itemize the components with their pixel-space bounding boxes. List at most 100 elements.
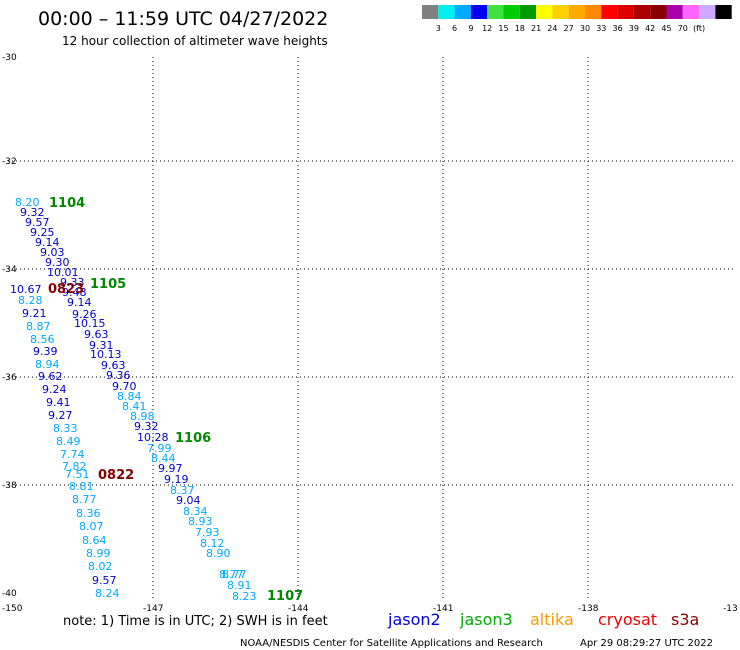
wave-height-value: 8.12	[200, 537, 225, 550]
wave-height-value: 7.93	[195, 526, 220, 539]
wave-height-labels: 8.209.329.579.259.149.039.3010.019.3310.…	[10, 196, 257, 603]
wave-height-value: 8.34	[183, 505, 208, 518]
wave-height-value: 9.48	[62, 286, 87, 299]
wave-height-value: 8.91	[227, 579, 252, 592]
lon-tick: -147	[143, 604, 163, 614]
legend-swatch	[470, 5, 488, 19]
wave-height-value: 8.94	[35, 358, 60, 371]
wave-height-value: 9.57	[25, 216, 50, 229]
wave-height-value: 9.04	[176, 494, 201, 507]
wave-height-value: 7.74	[60, 448, 85, 461]
lon-tick: -141	[433, 604, 453, 614]
lon-tick: -138	[578, 604, 599, 614]
latitude-tick-labels: -30 -32 -34 -36 -38 -40	[2, 53, 17, 599]
legend-label: 18	[515, 24, 525, 33]
wave-height-value: 8.49	[56, 435, 81, 448]
legend-swatch	[503, 5, 520, 19]
legend-label: (ft)	[693, 24, 705, 33]
lon-tick: -13	[723, 604, 738, 614]
legend-label: 45	[661, 24, 671, 33]
footer-timestamp: Apr 29 08:29:27 UTC 2022	[580, 638, 713, 649]
legend-label: 15	[498, 24, 508, 33]
wave-height-value: 8.02	[88, 560, 113, 573]
lon-tick: -150	[2, 604, 23, 614]
wave-height-value: 8.28	[18, 294, 43, 307]
wave-height-value: 9.57	[92, 574, 117, 587]
lat-tick: -30	[2, 53, 17, 63]
wave-height-value: 9.97	[158, 462, 183, 475]
pass-time-label: 1105	[90, 277, 126, 292]
legend-swatch	[454, 5, 471, 19]
wave-height-value: 8.98	[130, 410, 155, 423]
lat-tick: -40	[2, 589, 17, 599]
wave-height-value: 8.36	[76, 507, 101, 520]
wave-height-value: 9.21	[22, 307, 47, 320]
legend-swatch	[568, 5, 585, 19]
satellite-name: s3a	[671, 610, 699, 629]
wave-height-value: 10.15	[74, 317, 106, 330]
wave-height-value: 7.82	[62, 460, 87, 473]
legend-label: 33	[596, 24, 606, 33]
wave-height-value: 8.33	[53, 422, 78, 435]
legend-label: 3	[436, 24, 441, 33]
grid-lines	[8, 57, 733, 598]
footer-note: note: 1) Time is in UTC; 2) SWH is in fe…	[63, 614, 328, 629]
legend-swatch	[438, 5, 455, 19]
lon-tick: -144	[288, 604, 309, 614]
legend-label: 9	[468, 24, 473, 33]
wave-height-value: 10.28	[137, 431, 169, 444]
legend-swatch	[552, 5, 569, 19]
legend-swatch	[682, 5, 700, 19]
legend-swatch	[536, 5, 553, 19]
legend-label: 30	[580, 24, 590, 33]
wave-height-value: 9.19	[164, 473, 189, 486]
lat-tick: -36	[2, 373, 17, 383]
pass-time-label: 0822	[98, 468, 134, 483]
wave-height-value: 8.99	[86, 547, 111, 560]
wave-height-value: 9.41	[46, 396, 71, 409]
wave-height-value: 8.64	[82, 534, 107, 547]
wave-height-value: 8.23	[232, 590, 257, 603]
wave-height-value: 8.81	[69, 480, 94, 493]
wave-height-value: 9.31	[89, 339, 114, 352]
legend-label: 27	[564, 24, 574, 33]
legend-swatch	[715, 5, 732, 19]
satellite-name: cryosat	[598, 610, 657, 629]
lat-tick: -34	[2, 265, 17, 275]
wave-height-value: 9.24	[42, 383, 67, 396]
wave-height-value: 9.14	[35, 236, 60, 249]
color-legend: 3 6 9 12 15 18 21 24 27 30 33 36 39 42 45 70 (ft)	[422, 5, 732, 33]
wave-height-value: 8.90	[206, 547, 231, 560]
legend-swatch	[422, 5, 439, 19]
wave-height-value: 8.77	[72, 493, 97, 506]
legend-swatch	[666, 5, 683, 19]
pass-time-label: 1104	[49, 196, 85, 211]
legend-swatch	[650, 5, 667, 19]
wave-height-value: 8.37	[170, 484, 195, 497]
wave-height-value: 8.77	[219, 568, 244, 581]
wave-height-value: 9.70	[112, 380, 137, 393]
satellite-name: jason2	[387, 610, 441, 629]
pass-time-label: 1107	[267, 589, 303, 604]
wave-height-value: 9.63	[101, 359, 126, 372]
wave-height-value: 9.26	[72, 308, 97, 321]
legend-label: 21	[531, 24, 541, 33]
wave-height-value: 9.27	[48, 409, 73, 422]
pass-time-label: 0823	[48, 282, 84, 297]
pass-time-labels: 1104 1105 0823 1106 0822 1107	[48, 196, 303, 604]
wave-height-value: 9.03	[40, 246, 65, 259]
wave-height-value: 9.32	[20, 206, 45, 219]
wave-height-value: 8.24	[95, 587, 120, 600]
wave-height-value: 8.84	[117, 390, 142, 403]
wave-height-value: 10.01	[47, 266, 79, 279]
footer-credit: NOAA/NESDIS Center for Satellite Applica…	[240, 638, 543, 649]
legend-swatch	[617, 5, 634, 19]
legend-swatch	[601, 5, 618, 19]
legend-label: 70	[678, 24, 688, 33]
wave-height-value: 8.77	[222, 568, 247, 581]
wave-height-value: 9.32	[134, 420, 159, 433]
longitude-tick-labels: -150 -147 -144 -141 -138 -13	[2, 604, 738, 614]
satellite-legend: jason2 jason3 altika cryosat s3a	[387, 610, 699, 629]
satellite-name: altika	[530, 610, 574, 629]
